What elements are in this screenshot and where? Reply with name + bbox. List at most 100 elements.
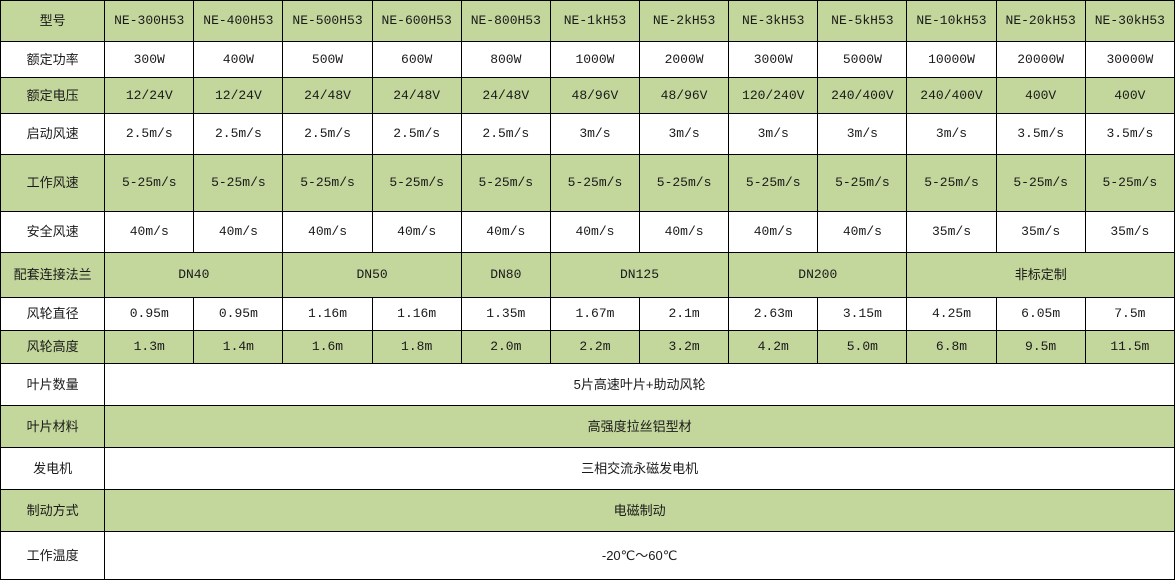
- cell-start-wind-speed-0: 2.5m/s: [104, 113, 195, 155]
- row-label-blade-material: 叶片材料: [0, 405, 106, 448]
- cell-rated-voltage-9: 240/400V: [906, 77, 997, 114]
- cell-safe-wind-speed-1: 40m/s: [193, 211, 284, 253]
- cell-rated-voltage-3: 24/48V: [371, 77, 462, 114]
- cell-working-wind-speed-8: 5-25m/s: [817, 154, 908, 212]
- cell-rated-power-9: 10000W: [906, 41, 997, 78]
- cell-rated-power-1: 400W: [193, 41, 284, 78]
- cell-rotor-diameter-0: 0.95m: [104, 297, 195, 331]
- cell-start-wind-speed-5: 3m/s: [549, 113, 641, 155]
- table-row-brake-type: 制动方式 电磁制动: [0, 489, 1175, 532]
- cell-working-wind-speed-6: 5-25m/s: [639, 154, 730, 212]
- cell-blade-count-value: 5片高速叶片+助动风轮: [104, 363, 1175, 406]
- row-label-brake-type: 制动方式: [0, 489, 106, 532]
- table-row-start-wind-speed: 启动风速 2.5m/s 2.5m/s 2.5m/s 2.5m/s 2.5m/s …: [0, 113, 1175, 155]
- cell-rated-power-10: 20000W: [995, 41, 1086, 78]
- row-label-working-wind-speed: 工作风速: [0, 154, 106, 212]
- table-row-rotor-diameter: 风轮直径 0.95m 0.95m 1.16m 1.16m 1.35m 1.67m…: [0, 297, 1175, 331]
- cell-model-4: NE-800H53: [460, 0, 551, 42]
- cell-rotor-diameter-3: 1.16m: [371, 297, 462, 331]
- cell-flange-group-3: DN125: [549, 252, 730, 298]
- cell-model-5: NE-1kH53: [549, 0, 641, 42]
- cell-rated-voltage-7: 120/240V: [728, 77, 819, 114]
- cell-rated-voltage-4: 24/48V: [460, 77, 551, 114]
- cell-safe-wind-speed-7: 40m/s: [728, 211, 819, 253]
- row-label-start-wind-speed: 启动风速: [0, 113, 106, 155]
- cell-rotor-diameter-6: 2.1m: [639, 297, 730, 331]
- cell-rotor-height-7: 4.2m: [728, 330, 819, 364]
- cell-rated-voltage-10: 400V: [995, 77, 1086, 114]
- cell-rated-voltage-1: 12/24V: [193, 77, 284, 114]
- cell-model-1: NE-400H53: [193, 0, 284, 42]
- cell-model-11: NE-30kH53: [1084, 0, 1175, 42]
- cell-rotor-diameter-5: 1.67m: [549, 297, 641, 331]
- cell-rated-power-2: 500W: [282, 41, 373, 78]
- cell-model-9: NE-10kH53: [906, 0, 997, 42]
- row-label-model: 型号: [0, 0, 106, 42]
- cell-model-8: NE-5kH53: [817, 0, 908, 42]
- cell-rated-voltage-0: 12/24V: [104, 77, 195, 114]
- cell-safe-wind-speed-6: 40m/s: [639, 211, 730, 253]
- cell-rotor-height-9: 6.8m: [906, 330, 997, 364]
- cell-safe-wind-speed-5: 40m/s: [549, 211, 641, 253]
- row-label-rated-voltage: 额定电压: [0, 77, 106, 114]
- cell-rated-power-7: 3000W: [728, 41, 819, 78]
- cell-start-wind-speed-1: 2.5m/s: [193, 113, 284, 155]
- cell-working-wind-speed-2: 5-25m/s: [282, 154, 373, 212]
- cell-working-temperature-value: -20℃～60℃: [104, 531, 1175, 580]
- cell-model-2: NE-500H53: [282, 0, 373, 42]
- cell-rotor-height-2: 1.6m: [282, 330, 373, 364]
- cell-working-wind-speed-11: 5-25m/s: [1084, 154, 1175, 212]
- cell-rotor-height-0: 1.3m: [104, 330, 195, 364]
- cell-flange-group-4: DN200: [728, 252, 908, 298]
- cell-start-wind-speed-10: 3.5m/s: [995, 113, 1086, 155]
- cell-safe-wind-speed-4: 40m/s: [460, 211, 551, 253]
- cell-start-wind-speed-8: 3m/s: [817, 113, 908, 155]
- table-row-blade-count: 叶片数量 5片高速叶片+助动风轮: [0, 363, 1175, 406]
- cell-rotor-diameter-11: 7.5m: [1084, 297, 1175, 331]
- cell-safe-wind-speed-11: 35m/s: [1084, 211, 1175, 253]
- cell-rotor-diameter-7: 2.63m: [728, 297, 819, 331]
- cell-safe-wind-speed-2: 40m/s: [282, 211, 373, 253]
- cell-rated-power-3: 600W: [371, 41, 462, 78]
- table-row-safe-wind-speed: 安全风速 40m/s 40m/s 40m/s 40m/s 40m/s 40m/s…: [0, 211, 1175, 253]
- cell-start-wind-speed-11: 3.5m/s: [1084, 113, 1175, 155]
- table-row-rated-voltage: 额定电压 12/24V 12/24V 24/48V 24/48V 24/48V …: [0, 77, 1175, 114]
- cell-rotor-height-10: 9.5m: [995, 330, 1086, 364]
- cell-rated-power-8: 5000W: [817, 41, 908, 78]
- cell-rotor-height-11: 11.5m: [1084, 330, 1175, 364]
- cell-rated-power-5: 1000W: [549, 41, 641, 78]
- cell-rated-voltage-6: 48/96V: [639, 77, 730, 114]
- cell-rotor-diameter-4: 1.35m: [460, 297, 551, 331]
- table-row-blade-material: 叶片材料 高强度拉丝铝型材: [0, 405, 1175, 448]
- cell-safe-wind-speed-10: 35m/s: [995, 211, 1086, 253]
- row-label-rotor-diameter: 风轮直径: [0, 297, 106, 331]
- table-row-rotor-height: 风轮高度 1.3m 1.4m 1.6m 1.8m 2.0m 2.2m 3.2m …: [0, 330, 1175, 364]
- cell-rated-voltage-5: 48/96V: [549, 77, 641, 114]
- cell-generator-value: 三相交流永磁发电机: [104, 447, 1175, 490]
- cell-start-wind-speed-3: 2.5m/s: [371, 113, 462, 155]
- cell-rotor-height-6: 3.2m: [639, 330, 730, 364]
- cell-model-6: NE-2kH53: [639, 0, 730, 42]
- cell-flange-group-1: DN50: [282, 252, 462, 298]
- cell-rated-power-4: 800W: [460, 41, 551, 78]
- row-label-rated-power: 额定功率: [0, 41, 106, 78]
- table-row-model: 型号 NE-300H53 NE-400H53 NE-500H53 NE-600H…: [0, 0, 1175, 42]
- cell-working-wind-speed-4: 5-25m/s: [460, 154, 551, 212]
- cell-working-wind-speed-5: 5-25m/s: [549, 154, 641, 212]
- row-label-working-temperature: 工作温度: [0, 531, 106, 580]
- cell-working-wind-speed-3: 5-25m/s: [371, 154, 462, 212]
- cell-start-wind-speed-6: 3m/s: [639, 113, 730, 155]
- table-row-generator: 发电机 三相交流永磁发电机: [0, 447, 1175, 490]
- cell-rated-power-0: 300W: [104, 41, 195, 78]
- cell-working-wind-speed-1: 5-25m/s: [193, 154, 284, 212]
- cell-start-wind-speed-7: 3m/s: [728, 113, 819, 155]
- cell-rotor-height-8: 5.0m: [817, 330, 908, 364]
- cell-model-3: NE-600H53: [371, 0, 462, 42]
- cell-start-wind-speed-2: 2.5m/s: [282, 113, 373, 155]
- row-label-generator: 发电机: [0, 447, 106, 490]
- cell-rated-power-6: 2000W: [639, 41, 730, 78]
- table-row-working-wind-speed: 工作风速 5-25m/s 5-25m/s 5-25m/s 5-25m/s 5-2…: [0, 154, 1175, 212]
- cell-rotor-diameter-8: 3.15m: [817, 297, 908, 331]
- cell-rotor-height-5: 2.2m: [549, 330, 641, 364]
